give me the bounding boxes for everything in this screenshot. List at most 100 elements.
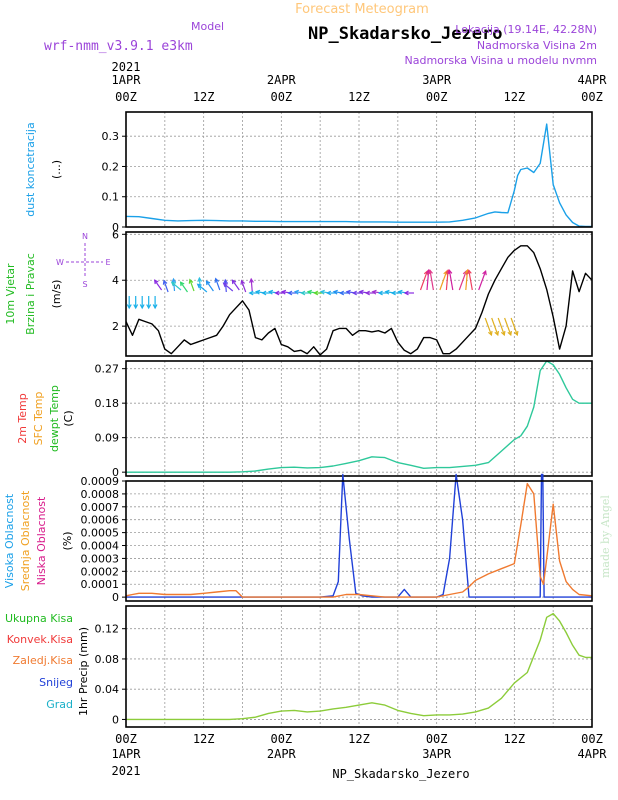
y-tick-label: 0.27 xyxy=(95,363,120,376)
wind-arrow-head xyxy=(197,276,203,282)
panel-frame xyxy=(125,360,593,477)
location-label: Lokacija (19.14E, 42.28N) xyxy=(455,23,597,36)
y-tick-label: 0.1 xyxy=(102,191,120,204)
y-axis-label: dust koncetracija xyxy=(24,122,37,216)
y-axis-label: Brzina i Pravac xyxy=(24,253,37,335)
wind-arrow xyxy=(458,270,467,291)
top-tick-day: 2APR xyxy=(267,73,297,87)
y-tick-label: 0 xyxy=(112,713,119,726)
top-tick-hour: 12Z xyxy=(348,90,370,104)
wind-arrow xyxy=(171,281,182,291)
wind-arrow-head xyxy=(214,277,220,283)
wind-arrow-head xyxy=(205,280,211,286)
wind-arrow xyxy=(206,280,214,292)
panel-frame xyxy=(125,480,593,602)
wind-arrow-head xyxy=(390,290,396,296)
wind-arrows xyxy=(126,268,519,337)
wind-arrow-head xyxy=(482,270,487,276)
wind-arrow-head xyxy=(170,281,176,287)
wind-arrow-head xyxy=(179,281,185,287)
wind-arrow-head xyxy=(300,290,306,296)
credit-text: made by Angel xyxy=(599,495,612,578)
wind-arrow-head xyxy=(249,277,254,283)
forecast-title: Forecast Meteogram xyxy=(295,2,429,17)
compass-east: E xyxy=(105,258,110,267)
y-axis-label: (...) xyxy=(50,160,63,179)
wind-arrow-head xyxy=(447,269,453,275)
y-tick-label: 0 xyxy=(112,591,119,604)
wind-arrow-head xyxy=(358,289,364,295)
model-height-label: Nadmorska Visina u modelu nvmm xyxy=(405,54,598,67)
bottom-tick-day: 4APR xyxy=(578,747,608,761)
wind-arrow-head xyxy=(313,290,319,296)
y-axis-label: Niska Oblacnost xyxy=(35,496,48,585)
wind-arrow-head xyxy=(162,279,168,285)
model-label: Model xyxy=(191,20,224,33)
wind-arrow-head xyxy=(384,289,390,295)
station-name: NP_Skadarsko_Jezero xyxy=(308,24,502,44)
y-tick-label: 0.08 xyxy=(95,653,120,666)
series-line xyxy=(125,482,593,598)
y-tick-label: 0 xyxy=(112,466,119,479)
wind-arrow-head xyxy=(351,290,357,296)
top-year-label: 2021 xyxy=(112,60,141,74)
wind-arrow xyxy=(439,270,448,291)
bottom-tick-hour: 12Z xyxy=(503,732,525,746)
wind-arrow xyxy=(448,270,454,291)
y-tick-label: 0.0005 xyxy=(81,527,120,540)
wind-arrow-head xyxy=(339,290,345,296)
wind-arrow xyxy=(163,280,169,293)
y-tick-label: 6 xyxy=(112,228,119,241)
wind-arrow xyxy=(224,279,227,293)
wind-arrow-head xyxy=(280,289,287,295)
y-axis-label: 10m Vjetar xyxy=(4,263,17,325)
y-tick-label: 0.12 xyxy=(95,623,120,636)
panel-2: 2 4 6 10m Vjetar Brzina i Pravac (m/s) xyxy=(4,228,593,357)
y-tick-label: 0.2 xyxy=(102,160,120,173)
wind-arrow xyxy=(189,279,195,292)
wind-arrow-head xyxy=(507,330,512,337)
wind-arrow xyxy=(223,282,234,292)
bottom-tick-hour: 00Z xyxy=(426,732,448,746)
wind-arrow-head xyxy=(240,279,246,285)
y-tick-label: 0.0008 xyxy=(81,488,120,501)
top-tick-day: 1APR xyxy=(112,73,142,87)
y-tick-label: 0.09 xyxy=(95,432,120,445)
wind-arrow-head xyxy=(267,289,274,295)
bottom-tick-hour: 00Z xyxy=(270,732,292,746)
wind-arrow-head xyxy=(126,304,132,310)
wind-arrow-head xyxy=(287,290,293,296)
bottom-tick-hour: 00Z xyxy=(115,732,137,746)
bottom-tick-day: 1APR xyxy=(112,747,142,761)
wind-arrow xyxy=(468,270,473,291)
top-tick-hour: 12Z xyxy=(193,90,215,104)
wind-arrow-head xyxy=(139,304,145,310)
y-axis-label: Ukupna Kisa xyxy=(5,612,73,625)
wind-arrow xyxy=(429,270,434,291)
wind-arrow xyxy=(198,277,201,291)
top-tick-hour: 00Z xyxy=(426,90,448,104)
compass-north: N xyxy=(82,232,88,241)
y-tick-label: 2 xyxy=(112,320,119,333)
y-axis-label: Srednja Oblacnost xyxy=(19,490,32,591)
wind-arrow xyxy=(180,281,188,293)
y-tick-label: 0.04 xyxy=(95,683,120,696)
wind-arrow-head xyxy=(254,289,261,295)
wind-arrow xyxy=(241,280,247,293)
panel-5: 0 0.04 0.08 0.12 Ukupna Kisa Konvek.Kisa Zaled… xyxy=(5,605,593,728)
panel-3: 0 0.09 0.18 0.27 2m Temp SFC Temp dewpt Temp (C… xyxy=(16,360,593,479)
wind-arrow xyxy=(250,278,253,292)
y-axis-label: Visoka Oblacnost xyxy=(3,493,16,588)
wind-arrow xyxy=(497,317,505,336)
y-axis-label: dewpt Temp xyxy=(48,385,61,452)
wind-arrow-head xyxy=(196,283,202,289)
series-line xyxy=(125,123,592,228)
y-tick-label: 0 xyxy=(112,221,119,234)
wind-arrow-head xyxy=(377,290,383,296)
panel-1: 0 0.1 0.2 0.3 dust koncetracija (...) xyxy=(24,111,593,234)
top-tick-day: 4APR xyxy=(578,73,608,87)
panel-frame xyxy=(125,605,593,728)
wind-arrow-head xyxy=(293,289,300,295)
wind-arrow xyxy=(197,283,208,293)
